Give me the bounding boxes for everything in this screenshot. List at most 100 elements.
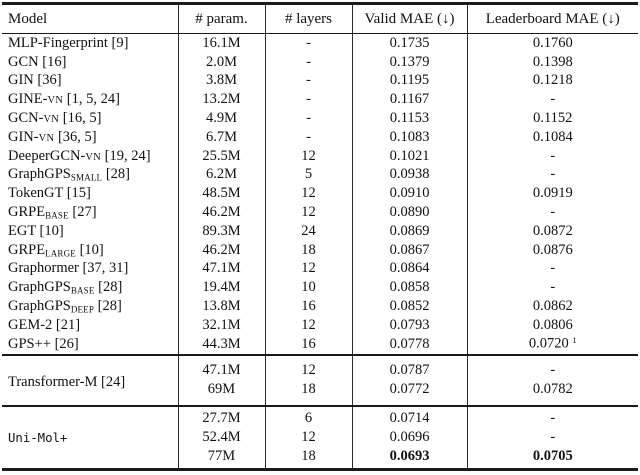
text-segment: 0.1218: [532, 72, 573, 89]
text-segment: -: [550, 279, 556, 296]
text-segment: 13.2M: [202, 91, 241, 108]
text-segment: -: [306, 53, 311, 70]
text-segment: 0.1084: [532, 128, 573, 145]
text-segment: 24: [301, 222, 316, 239]
table-row: GraphGPSSMALL [28] 6.2M 5 0.0938 -: [2, 165, 638, 185]
value-cell: 0.0864: [351, 259, 467, 279]
text-segment: GCN [16]: [8, 53, 67, 70]
table-row: GCN-VN [16, 5] 4.9M - 0.1153 0.1152: [2, 109, 638, 128]
value-cell: 0.1218: [466, 71, 638, 91]
text-segment: [36, 5]: [54, 128, 97, 145]
table-section-transformer-m: Transformer-M [24] 47.1M 12 0.0787 - 69M 18 0.0…: [2, 353, 638, 406]
text-segment: DeeperGCN-: [8, 147, 86, 164]
value-cell: 0.0705: [466, 446, 638, 470]
text-segment: VN: [43, 114, 60, 126]
text-segment: 0.0793: [389, 316, 430, 333]
value-cell: -: [466, 353, 638, 381]
text-segment: 1: [572, 335, 577, 346]
text-segment: GraphGPS: [8, 279, 71, 296]
model-cell: GraphGPSBASE [28]: [2, 278, 178, 297]
text-segment: 0.0867: [389, 241, 430, 258]
text-segment: -: [550, 166, 556, 183]
text-segment: VN: [85, 151, 102, 163]
table-row: GCN [16] 2.0M - 0.1379 0.1398: [2, 52, 638, 72]
text-segment: GEM-2 [21]: [8, 316, 81, 333]
table-row: GINE-VN [1, 5, 24] 13.2M - 0.1167 -: [2, 90, 638, 110]
value-cell: 16: [264, 334, 352, 355]
value-cell: -: [466, 90, 638, 110]
text-segment: 10: [301, 279, 316, 296]
text-segment: 18: [301, 241, 316, 258]
text-segment: 2.0M: [205, 53, 238, 70]
value-cell: -: [264, 109, 352, 128]
text-segment: 0.1398: [532, 53, 573, 70]
text-segment: 19.4M: [202, 279, 241, 296]
text-segment: [28]: [94, 279, 123, 296]
value-cell: 3.8M: [177, 71, 265, 91]
table-row: GIN [36] 3.8M - 0.1195 0.1218: [2, 71, 638, 91]
value-cell: 0.0869: [351, 221, 467, 241]
text-segment: 12: [301, 428, 316, 445]
text-segment: 16: [301, 335, 316, 352]
value-cell: 0.0693: [351, 446, 467, 470]
table-row: 52.4M 12 0.0696 -: [2, 427, 638, 447]
text-segment: GIN [36]: [8, 72, 62, 89]
column-header-leaderboard-mae: Leaderboard MAE (↓): [466, 3, 638, 34]
text-segment: 0.0714: [389, 409, 430, 426]
text-segment: 18: [301, 448, 316, 465]
text-segment: 46.2M: [202, 241, 241, 258]
table-header: Model # param. # layers Valid MAE (↓) Le…: [2, 3, 638, 34]
header-row: Model # param. # layers Valid MAE (↓) Le…: [2, 3, 638, 34]
table-row: Transformer-M [24] 47.1M 12 0.0787 -: [2, 353, 638, 406]
value-cell: 13.8M: [177, 297, 265, 316]
value-cell: 4.9M: [177, 109, 265, 128]
text-segment: 0.0778: [389, 335, 430, 352]
text-segment: 12: [301, 185, 316, 202]
text-segment: GraphGPS: [8, 166, 71, 183]
text-segment: [19, 24]: [101, 147, 151, 164]
text-segment: 0.1735: [389, 34, 430, 51]
text-segment: 12: [301, 147, 316, 164]
text-segment: 6.2M: [205, 166, 238, 183]
text-segment: -: [306, 110, 311, 127]
value-cell: 0.1398: [466, 52, 638, 72]
text-segment: 16: [301, 298, 316, 315]
value-cell: 0.0876: [466, 240, 638, 260]
value-cell: 6.2M: [177, 165, 265, 185]
text-segment: BASE: [45, 210, 69, 221]
value-cell: 47.1M: [177, 353, 265, 381]
text-segment: EGT [10]: [8, 222, 64, 239]
text-segment: 12: [301, 260, 316, 277]
text-segment: 0.0938: [389, 166, 430, 183]
value-cell: 0.0714: [351, 404, 467, 428]
text-segment: 0.0864: [389, 260, 430, 277]
table-row: GIN-VN [36, 5] 6.7M - 0.1083 0.1084: [2, 127, 638, 147]
text-segment: 69M: [207, 381, 236, 398]
text-segment: 77M: [207, 448, 236, 465]
value-cell: 12: [264, 146, 352, 166]
value-cell: 18: [264, 380, 352, 406]
column-header-model: Model: [2, 3, 178, 34]
text-segment: LARGE: [45, 248, 76, 259]
text-segment: [27]: [68, 204, 97, 221]
value-cell: 0.1021: [351, 146, 467, 166]
value-cell: -: [264, 33, 352, 53]
text-segment: Graphormer [37, 31]: [8, 260, 129, 277]
table-row: Uni-Mol+ 27.7M 6 0.0714 -: [2, 404, 638, 470]
text-segment: 46.2M: [202, 204, 241, 221]
text-segment: 0.1167: [389, 91, 430, 108]
value-cell: 0.0852: [351, 297, 467, 316]
text-segment: 12: [301, 361, 316, 378]
text-segment: 0.1760: [532, 34, 573, 51]
text-segment: -: [306, 128, 311, 145]
model-cell: EGT [10]: [2, 222, 178, 241]
text-segment: 12: [301, 204, 316, 221]
table-section-baselines: MLP-Fingerprint [9] 16.1M -0.1735 0.1760 GCN…: [2, 33, 638, 355]
text-segment: -: [550, 147, 556, 164]
model-cell: GIN [36]: [2, 72, 178, 91]
value-cell: 0.0872: [466, 221, 638, 241]
model-cell: Uni-Mol+: [2, 404, 178, 470]
value-cell: 0.1760: [466, 33, 638, 53]
text-segment: 3.8M: [205, 72, 238, 89]
value-cell: 69M: [177, 380, 265, 406]
